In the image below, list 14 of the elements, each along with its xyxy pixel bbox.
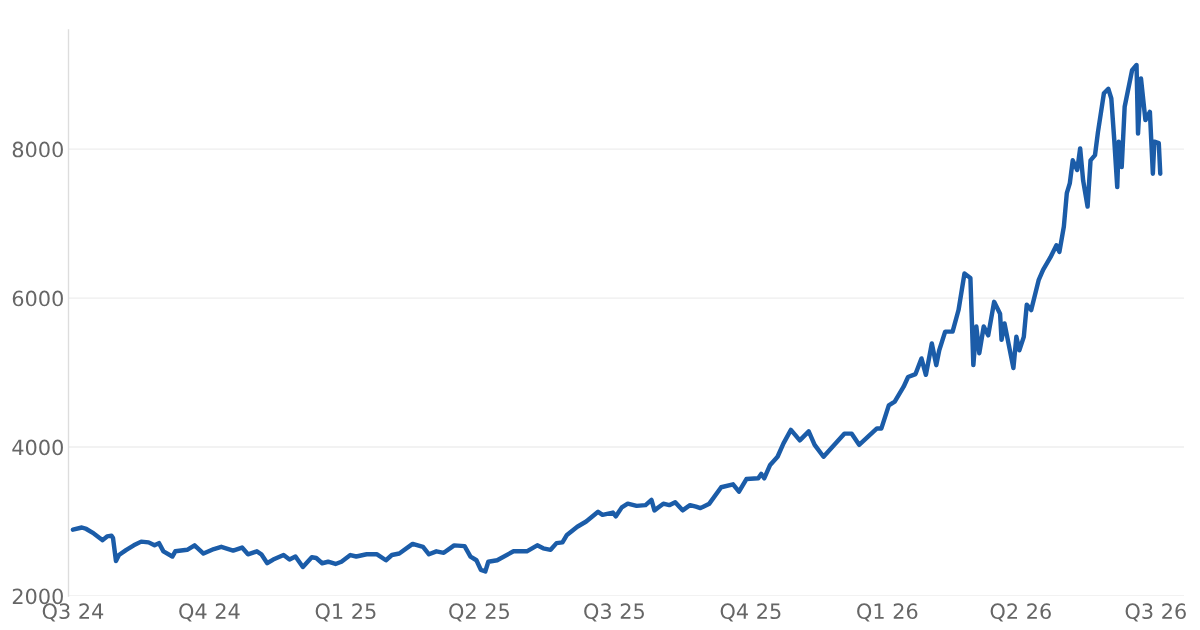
y-tick-label: 8000 — [12, 141, 63, 158]
x-tick-label: Q2 26 — [990, 603, 1051, 622]
x-tick-label: Q3 26 — [1125, 603, 1186, 622]
y-tick-label: 6000 — [12, 290, 63, 307]
x-tick-label: Q1 25 — [315, 603, 376, 622]
y-tick-label: 2000 — [12, 588, 63, 605]
x-tick-label: Q3 25 — [584, 603, 644, 622]
line-series — [70, 62, 1163, 574]
x-tick-label: Q3 24 — [42, 603, 104, 622]
x-tick-label: Q4 25 — [720, 603, 781, 622]
x-tick-label: Q1 26 — [857, 603, 918, 622]
x-tick-label: Q2 25 — [449, 603, 509, 622]
y-tick-label: 4000 — [12, 439, 63, 456]
x-tick-label: Q4 24 — [179, 603, 240, 622]
